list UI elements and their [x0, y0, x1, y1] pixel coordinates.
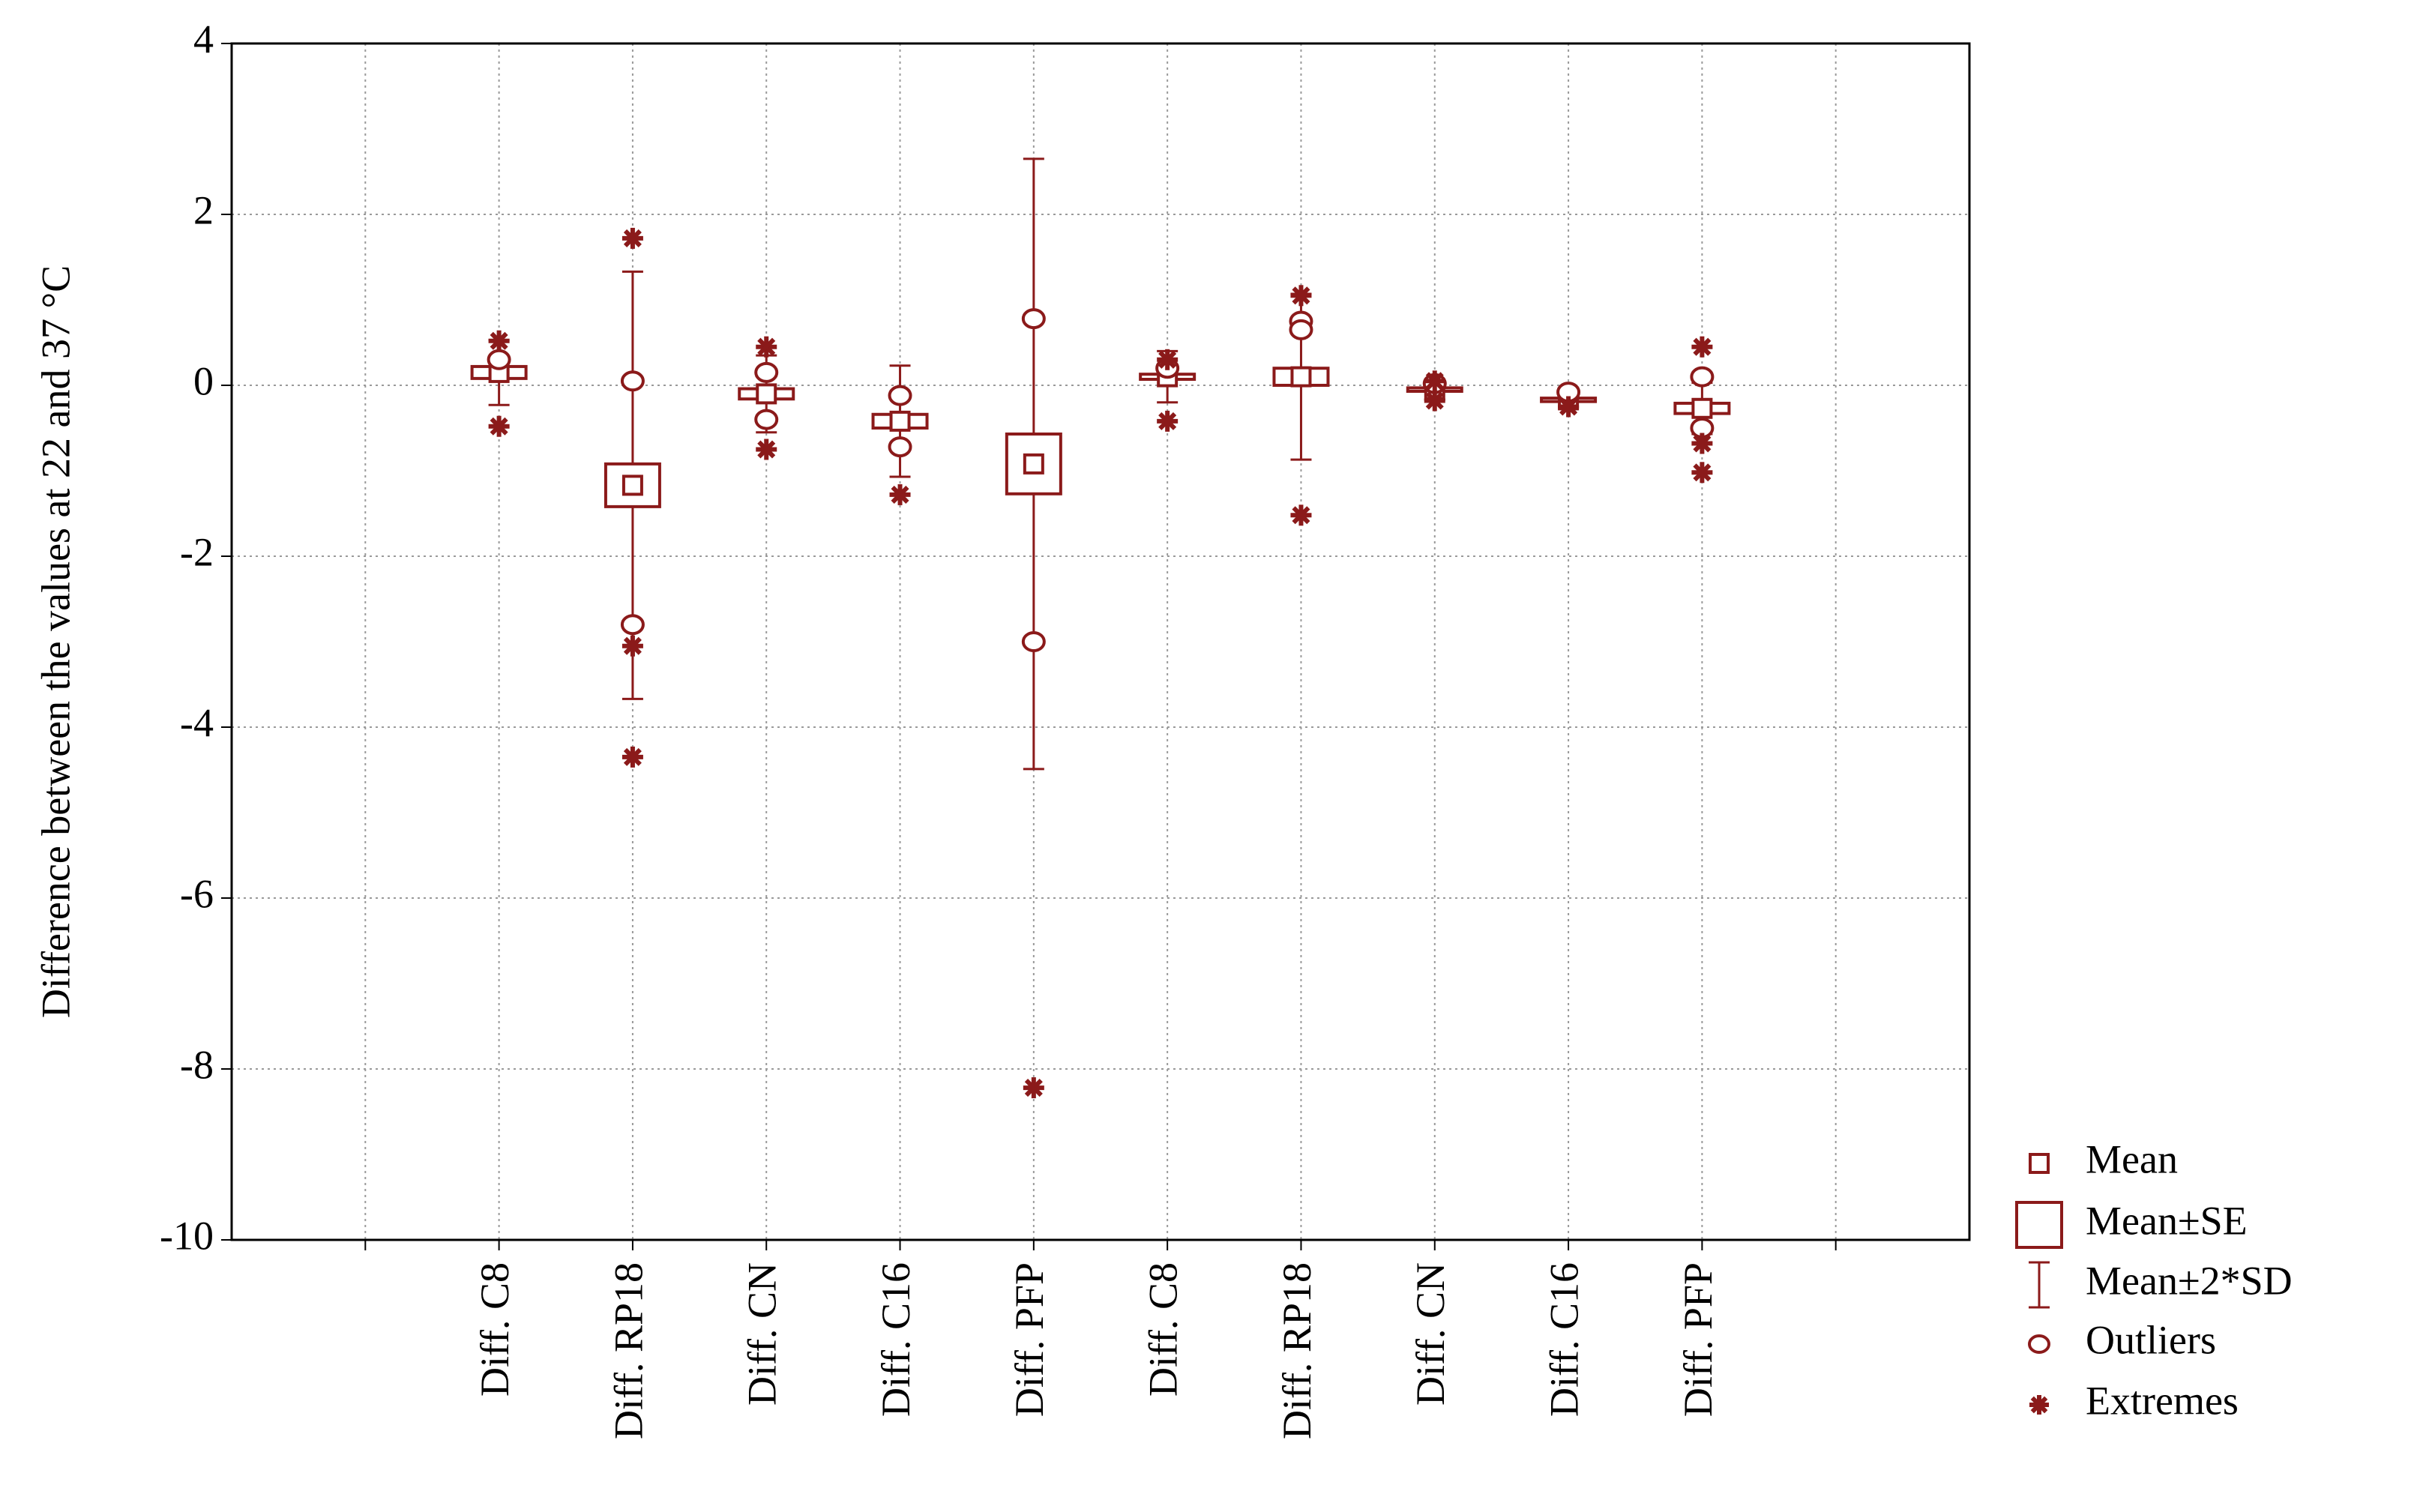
y-axis-title: Difference between the values at 22 and …	[33, 265, 78, 1018]
extreme	[1157, 410, 1179, 432]
mean-marker	[621, 475, 643, 496]
extreme	[756, 336, 777, 358]
extreme-stroke	[623, 747, 642, 766]
x-tick-label: Diff. C16	[873, 1262, 918, 1417]
x-tick-label: Diff. PFP	[1007, 1262, 1052, 1417]
outlier	[888, 436, 912, 458]
outlier	[620, 614, 645, 636]
extreme-stroke	[623, 229, 642, 247]
y-tick-label: -2	[180, 529, 214, 574]
extreme-stroke	[1425, 391, 1444, 410]
legend-label: Mean±SE	[2086, 1198, 2248, 1243]
extreme-stroke	[1693, 337, 1712, 356]
outlier	[487, 349, 511, 370]
x-tick-label: Diff. CN	[1408, 1262, 1453, 1406]
extreme-stroke	[757, 440, 776, 459]
extreme	[1290, 504, 1312, 526]
legend-label: Mean	[2086, 1136, 2178, 1181]
mean-marker	[1691, 397, 1713, 419]
mean-marker	[756, 383, 777, 405]
mean-marker	[1023, 453, 1044, 475]
mean-marker	[889, 410, 911, 432]
x-tick-label: Diff. C16	[1541, 1262, 1586, 1417]
x-tick-label: Diff. C8	[472, 1262, 517, 1397]
outlier	[1289, 319, 1313, 340]
extreme-stroke	[1024, 1079, 1043, 1097]
extreme-stroke	[1693, 434, 1712, 453]
y-tick-label: -8	[180, 1042, 214, 1087]
extreme-stroke	[1693, 463, 1712, 482]
extreme-stroke	[1425, 372, 1444, 391]
extreme	[621, 746, 643, 768]
extreme	[1691, 462, 1713, 484]
outlier	[1690, 366, 1715, 388]
y-tick-label: -6	[180, 871, 214, 916]
extreme-stroke	[490, 331, 508, 350]
outlier	[888, 385, 912, 406]
extreme	[756, 439, 777, 460]
y-tick-label: -4	[180, 700, 214, 745]
outlier	[754, 361, 779, 383]
plot-frame	[230, 42, 1971, 1241]
extreme	[621, 227, 643, 249]
y-tick-label: 0	[193, 358, 214, 403]
outlier	[1021, 631, 1046, 652]
outlier	[620, 370, 645, 392]
x-tick-label: Diff. C8	[1141, 1262, 1186, 1397]
legend-label: Outliers	[2086, 1317, 2216, 1362]
extreme-stroke	[1292, 506, 1310, 525]
extreme	[1691, 433, 1713, 454]
outlier	[754, 409, 779, 430]
extreme	[488, 415, 510, 437]
extreme	[1691, 336, 1713, 358]
mean-marker	[1290, 366, 1312, 388]
y-tick-label: -10	[160, 1213, 214, 1258]
extreme-stroke	[1292, 286, 1310, 305]
extreme-stroke	[1559, 397, 1578, 416]
x-tick-label: Diff. RP18	[1274, 1262, 1319, 1439]
extreme-stroke	[891, 485, 909, 504]
legend-symbol	[2028, 1334, 2050, 1354]
y-tick-label: 2	[193, 187, 214, 232]
extreme-stroke	[757, 337, 776, 356]
y-tick-label: 4	[193, 16, 214, 61]
extreme	[1290, 285, 1312, 307]
extreme-stroke	[1158, 350, 1177, 369]
extreme-stroke	[1158, 412, 1177, 430]
extreme	[1558, 396, 1580, 418]
extreme-stroke	[623, 636, 642, 655]
extreme	[1424, 370, 1445, 392]
extreme	[488, 330, 510, 352]
x-tick-label: Diff. CN	[740, 1262, 785, 1406]
legend-symbol	[2015, 1201, 2063, 1249]
extreme-stroke	[2030, 1396, 2048, 1414]
extreme-stroke	[490, 417, 508, 436]
extreme	[621, 635, 643, 657]
legend-label: Mean±2*SD	[2086, 1258, 2293, 1303]
extreme	[1424, 390, 1445, 412]
extreme	[1157, 349, 1179, 370]
x-tick-label: Diff. RP18	[606, 1262, 651, 1439]
legend-symbol	[2029, 1153, 2050, 1174]
outlier	[1021, 308, 1046, 330]
extreme	[1023, 1077, 1044, 1099]
legend-label: Extremes	[2086, 1378, 2239, 1423]
x-tick-label: Diff. PFP	[1676, 1262, 1721, 1417]
legend-symbol	[2029, 1395, 2049, 1415]
extreme	[889, 484, 911, 505]
